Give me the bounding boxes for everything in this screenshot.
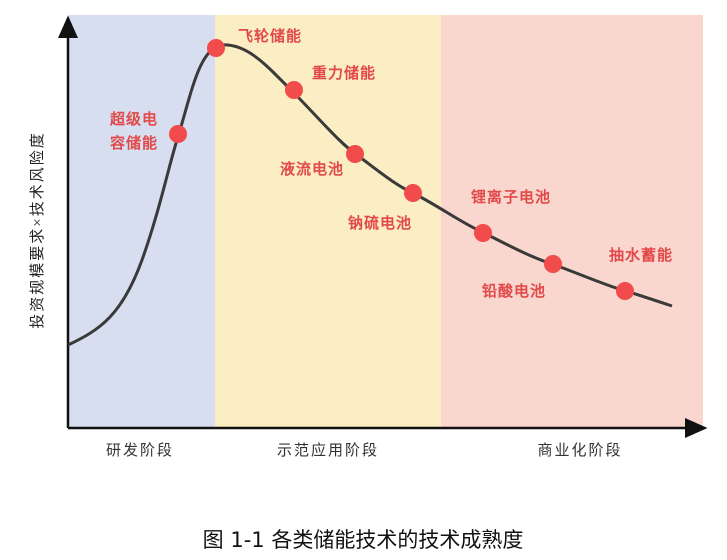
tech-node (169, 125, 187, 143)
tech-label: 容储能 (109, 134, 158, 152)
tech-label: 锂离子电池 (471, 188, 551, 206)
y-axis-label: 投资规模要求×技术风险度 (29, 131, 46, 328)
stage-label: 商业化阶段 (537, 442, 622, 459)
caption: 图 1-1 各类储能技术的技术成熟度 (203, 528, 524, 552)
tech-label: 飞轮储能 (238, 27, 302, 45)
tech-label: 液流电池 (280, 160, 344, 178)
stage-bg-commercial (441, 15, 703, 428)
tech-label: 钠硫电池 (348, 214, 412, 232)
tech-label: 抽水蓄能 (609, 246, 673, 264)
tech-node (404, 184, 422, 202)
tech-node (544, 255, 562, 273)
stage-label: 示范应用阶段 (277, 441, 379, 459)
tech-label: 重力储能 (312, 64, 376, 82)
tech-node (285, 81, 303, 99)
tech-label: 超级电 (109, 110, 158, 128)
tech-node (346, 145, 364, 163)
stage-bg-demo (215, 15, 441, 428)
tech-node (474, 224, 492, 242)
stage-label: 研发阶段 (106, 442, 174, 459)
stage-bg-research (68, 15, 215, 428)
tech-label: 铅酸电池 (482, 282, 546, 300)
tech-node (207, 39, 225, 57)
tech-node (616, 282, 634, 300)
